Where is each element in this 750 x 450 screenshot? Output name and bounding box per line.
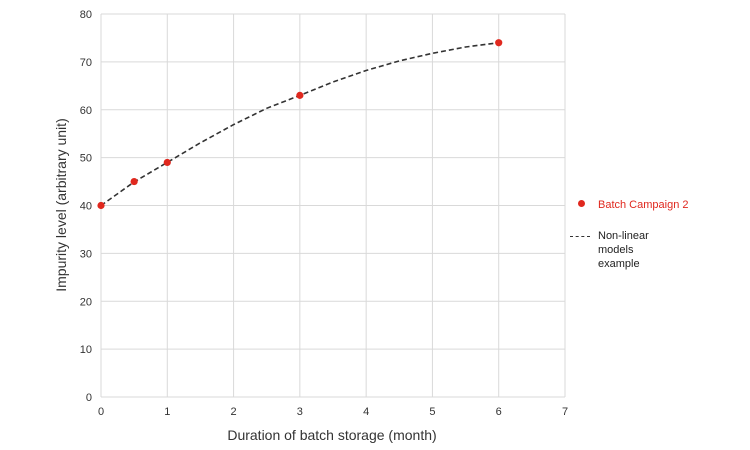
grid (100, 13, 566, 398)
legend-marker-dashed-line (570, 236, 590, 237)
legend-item-non-linear-models: Non-linear models example (570, 229, 674, 271)
y-tick-label: 20 (80, 296, 92, 308)
y-tick-label: 0 (86, 392, 92, 404)
y-tick-label: 10 (80, 344, 92, 356)
x-tick-label: 4 (363, 406, 369, 418)
x-axis-label: Duration of batch storage (month) (227, 427, 436, 443)
y-tick-label: 60 (80, 105, 92, 117)
legend-label-non-linear-models: Non-linear models example (598, 230, 649, 270)
y-tick-label: 40 (80, 201, 92, 213)
x-tick-label: 0 (98, 406, 104, 418)
legend-item-batch-campaign-2: Batch Campaign 2 (578, 198, 689, 212)
data-point (97, 201, 105, 210)
x-tick-label: 6 (496, 406, 502, 418)
x-tick-label: 5 (429, 406, 435, 418)
data-point (495, 39, 503, 47)
data-point (296, 91, 304, 99)
legend-marker-red-dot (578, 200, 585, 207)
x-tick-label: 7 (562, 406, 568, 418)
data-point (130, 177, 138, 186)
batch-campaign-2-points (97, 39, 503, 210)
y-tick-label: 30 (80, 248, 92, 260)
y-axis-label: Impurity level (arbitrary unit) (53, 118, 69, 292)
y-tick-labels: 0 10 20 30 40 50 60 70 80 (80, 9, 92, 404)
x-tick-labels: 0 1 2 3 4 5 6 7 (98, 406, 568, 418)
legend-label-batch-campaign-2: Batch Campaign 2 (598, 199, 689, 211)
x-tick-label: 1 (164, 406, 170, 418)
x-tick-label: 3 (297, 406, 303, 418)
data-point (163, 158, 171, 167)
x-tick-label: 2 (231, 406, 237, 418)
y-tick-label: 50 (80, 153, 92, 165)
y-tick-label: 70 (80, 57, 92, 69)
y-tick-label: 80 (80, 9, 92, 21)
